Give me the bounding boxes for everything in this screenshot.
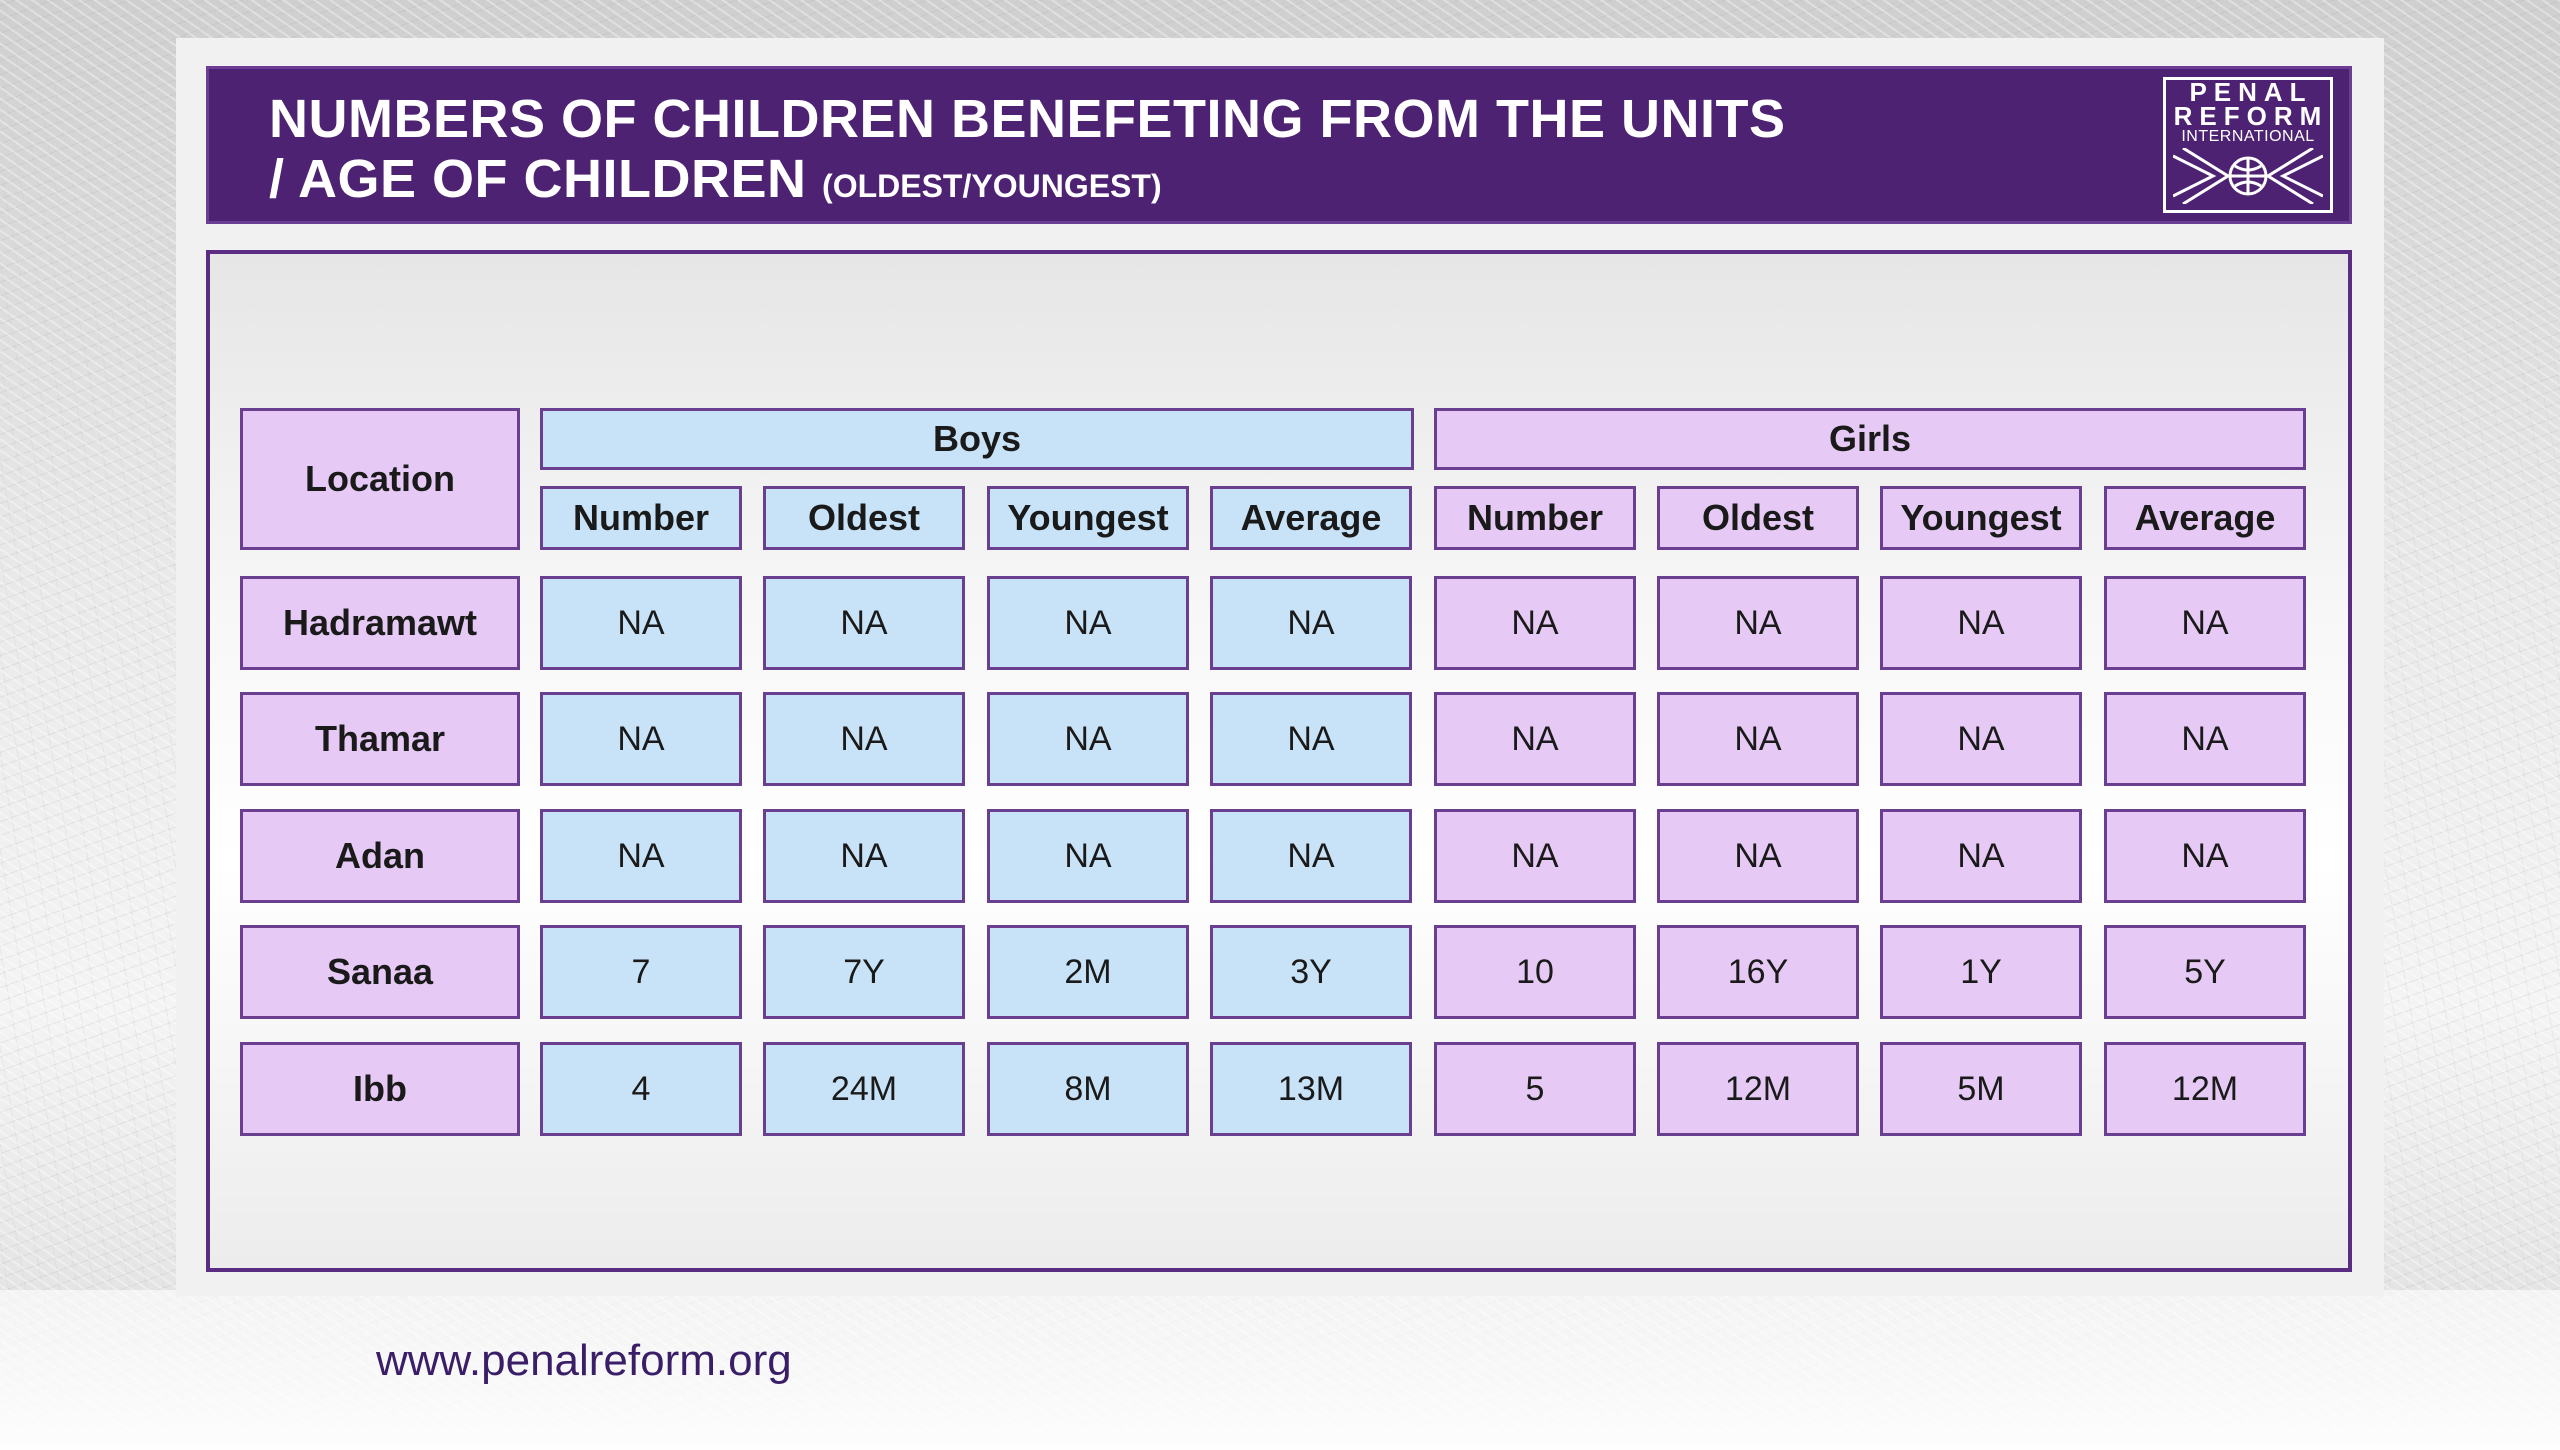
title-subtitle: (OLDEST/YOUNGEST) [822,168,1162,204]
table-cell: 5 [1434,1042,1636,1136]
table-cell: NA [540,576,742,670]
table-cell: NA [987,809,1189,903]
row-location: Thamar [240,692,520,786]
table-cell: 3Y [1210,925,1412,1019]
table-cell: 5Y [2104,925,2306,1019]
logo-text-international: INTERNATIONAL [2181,128,2315,145]
column-header: Oldest [1657,486,1859,550]
table-cell: 8M [987,1042,1189,1136]
table-cell: 16Y [1657,925,1859,1019]
table-cell: 24M [763,1042,965,1136]
table-cell: NA [1210,576,1412,670]
table-cell: NA [1210,692,1412,786]
table-cell: NA [1657,576,1859,670]
row-location: Adan [240,809,520,903]
table-cell: NA [2104,576,2306,670]
table-cell: NA [1434,692,1636,786]
title-line-1: NUMBERS OF CHILDREN BENEFETING FROM THE … [269,89,1786,149]
globe-emblem-icon [2173,148,2323,204]
table-cell: 7 [540,925,742,1019]
website-url: www.penalreform.org [376,1336,792,1385]
table-cell: NA [1434,576,1636,670]
table-cell: NA [1210,809,1412,903]
table-cell: 5M [1880,1042,2082,1136]
column-header: Youngest [987,486,1189,550]
table-cell: NA [1434,809,1636,903]
table-cell: 12M [1657,1042,1859,1136]
table-cell: NA [1657,692,1859,786]
page-title: NUMBERS OF CHILDREN BENEFETING FROM THE … [269,89,1786,216]
table-cell: NA [2104,809,2306,903]
table-cell: NA [763,809,965,903]
column-header: Number [540,486,742,550]
background-band [0,1290,2560,1450]
table-cell: NA [540,692,742,786]
table-cell: NA [987,692,1189,786]
row-location: Hadramawt [240,576,520,670]
table-cell: 12M [2104,1042,2306,1136]
table-cell: 1Y [1880,925,2082,1019]
title-banner: NUMBERS OF CHILDREN BENEFETING FROM THE … [206,66,2352,224]
table-cell: NA [1657,809,1859,903]
table-cell: 7Y [763,925,965,1019]
title-line-2-main: / AGE OF CHILDREN [269,149,807,209]
table-cell: 13M [1210,1042,1412,1136]
logo-text-reform: REFORM [2173,101,2329,131]
location-header: Location [240,408,520,550]
table-cell: 2M [987,925,1189,1019]
table-cell: NA [1880,576,2082,670]
table-cell: NA [987,576,1189,670]
table-cell: NA [763,576,965,670]
group-header-girls: Girls [1434,408,2306,470]
table-cell: 10 [1434,925,1636,1019]
column-header: Oldest [763,486,965,550]
column-header: Average [2104,486,2306,550]
title-line-2: / AGE OF CHILDREN (OLDEST/YOUNGEST) [269,149,1786,216]
logo-text-penal: PENAL [2189,77,2313,107]
table-cell: 4 [540,1042,742,1136]
table-cell: NA [1880,809,2082,903]
row-location: Sanaa [240,925,520,1019]
table-cell: NA [2104,692,2306,786]
column-header: Youngest [1880,486,2082,550]
table-cell: NA [763,692,965,786]
column-header: Number [1434,486,1636,550]
column-header: Average [1210,486,1412,550]
table-cell: NA [1880,692,2082,786]
row-location: Ibb [240,1042,520,1136]
penal-reform-logo: PENAL REFORM INTERNATIONAL [2163,77,2333,213]
group-header-boys: Boys [540,408,1414,470]
table-cell: NA [540,809,742,903]
